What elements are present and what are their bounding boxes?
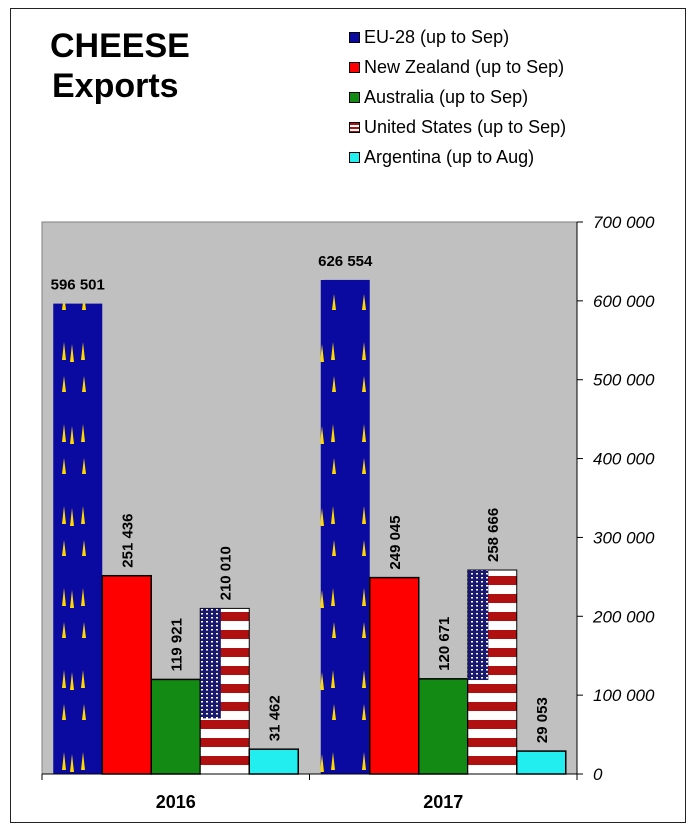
- x-tick-label-2016: 2016: [156, 792, 196, 812]
- title-line-2: Exports: [52, 67, 179, 105]
- value-label-argentina-2017: 29 053: [534, 697, 551, 743]
- value-label-united-states-2017: 258 666: [485, 508, 502, 562]
- legend-label-australia: Australia (up to Sep): [364, 86, 529, 107]
- y-tick-label: 0: [593, 765, 603, 784]
- y-tick-label: 100 000: [593, 686, 655, 705]
- title-line-1: CHEESE: [50, 27, 190, 65]
- value-label-eu28-2016: 596 501: [51, 277, 105, 294]
- bar-united-states-2016: [199, 607, 250, 775]
- argentina-swatch-icon: [349, 151, 360, 163]
- bar-eu28-2016: [53, 303, 103, 774]
- bar-australia-2016: [150, 678, 201, 775]
- bar-new-zealand-2017: [369, 576, 420, 775]
- legend-item-australia: Australia (up to Sep): [349, 82, 566, 112]
- eu-flag-icon: [349, 31, 360, 43]
- value-label-new-zealand-2016: 251 436: [120, 513, 137, 567]
- new-zealand-swatch-icon: [349, 61, 360, 73]
- legend-label-new-zealand: New Zealand (up to Sep): [364, 56, 565, 77]
- bar-argentina-2016: [248, 748, 299, 775]
- bar-united-states-2017: [467, 569, 518, 775]
- us-flag-icon: [349, 121, 360, 133]
- value-label-united-states-2016: 210 010: [218, 546, 235, 600]
- x-tick-label-2017: 2017: [423, 792, 463, 812]
- australia-swatch-icon: [349, 91, 360, 103]
- bar-australia-2017: [418, 678, 469, 775]
- bar-argentina-2017: [516, 750, 567, 775]
- value-label-argentina-2016: 31 462: [267, 695, 284, 741]
- legend-item-argentina: Argentina (up to Aug): [349, 142, 566, 172]
- legend-item-new-zealand: New Zealand (up to Sep): [349, 52, 566, 82]
- y-tick-label: 300 000: [593, 528, 655, 547]
- bar-canton-united-states-2016: [200, 608, 221, 719]
- chart-title: CHEESE Exports: [50, 26, 190, 106]
- bar-new-zealand-2016: [101, 574, 152, 775]
- y-tick-label: 700 000: [593, 213, 655, 232]
- value-label-australia-2017: 120 671: [436, 617, 453, 671]
- value-label-australia-2016: 119 921: [169, 618, 186, 671]
- bar-eu28-2017: [320, 279, 370, 774]
- y-tick-label: 200 000: [592, 607, 655, 626]
- y-tick-label: 400 000: [593, 450, 655, 469]
- legend-label-eu28: EU-28 (up to Sep): [364, 26, 510, 47]
- legend-label-united-states: United States (up to Sep): [364, 116, 567, 137]
- legend-label-argentina: Argentina (up to Aug): [364, 146, 535, 167]
- y-tick-label: 500 000: [593, 371, 655, 390]
- legend-item-eu28: EU-28 (up to Sep): [349, 22, 566, 52]
- y-tick-label: 600 000: [593, 292, 655, 311]
- legend-item-united-states: United States (up to Sep): [349, 112, 566, 142]
- value-label-new-zealand-2017: 249 045: [387, 515, 404, 569]
- legend: EU-28 (up to Sep) New Zealand (up to Sep…: [349, 22, 566, 172]
- bar-canton-united-states-2017: [467, 570, 489, 681]
- value-label-eu28-2017: 626 554: [318, 253, 373, 270]
